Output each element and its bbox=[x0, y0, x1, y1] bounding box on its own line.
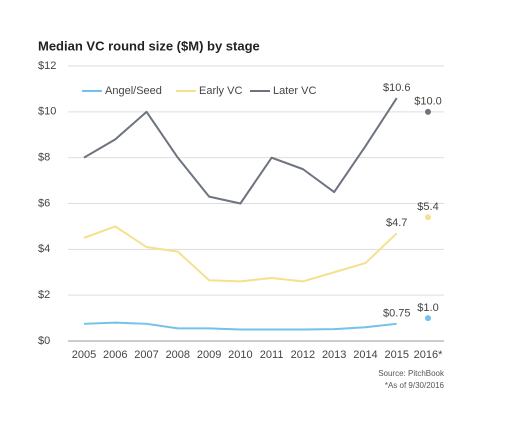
series-line bbox=[84, 318, 428, 329]
point-marker bbox=[425, 214, 431, 221]
x-tick-label: 2011 bbox=[260, 349, 284, 361]
point-marker bbox=[425, 315, 431, 322]
x-tick-label: 2013 bbox=[322, 349, 346, 361]
legend-label: Early VC bbox=[199, 85, 242, 97]
x-tick-label: 2010 bbox=[228, 349, 252, 361]
y-tick-label: $6 bbox=[38, 197, 50, 209]
value-label: $1.0 bbox=[417, 302, 438, 314]
source: Source: PitchBook bbox=[378, 369, 445, 378]
x-tick-label: 2008 bbox=[166, 349, 190, 361]
value-label: $10.6 bbox=[383, 82, 411, 94]
x-tick-label: 2014 bbox=[353, 349, 377, 361]
legend-label: Later VC bbox=[273, 85, 316, 97]
x-tick-label: 2012 bbox=[291, 349, 315, 361]
series-line bbox=[84, 98, 428, 203]
value-label: $10.0 bbox=[414, 96, 442, 108]
value-label: $4.7 bbox=[386, 217, 407, 229]
y-tick-label: $0 bbox=[38, 335, 50, 347]
x-tick-label: 2015 bbox=[384, 349, 408, 361]
y-tick-label: $10 bbox=[38, 106, 56, 118]
x-tick-label: 2016* bbox=[414, 349, 443, 361]
y-tick-label: $2 bbox=[38, 289, 50, 301]
point-marker bbox=[425, 108, 431, 115]
x-tick-label: 2009 bbox=[197, 349, 221, 361]
x-tick-label: 2006 bbox=[103, 349, 127, 361]
legend-label: Angel/Seed bbox=[105, 85, 162, 97]
note: *As of 9/30/2016 bbox=[385, 381, 445, 390]
value-label: $0.75 bbox=[383, 308, 411, 320]
chart-title: Median VC round size ($M) by stage bbox=[38, 38, 260, 53]
value-label: $5.4 bbox=[417, 201, 438, 213]
x-tick-label: 2007 bbox=[134, 349, 158, 361]
y-tick-label: $12 bbox=[38, 60, 56, 72]
y-tick-label: $4 bbox=[38, 243, 50, 255]
y-tick-label: $8 bbox=[38, 152, 50, 164]
x-tick-label: 2005 bbox=[72, 349, 96, 361]
